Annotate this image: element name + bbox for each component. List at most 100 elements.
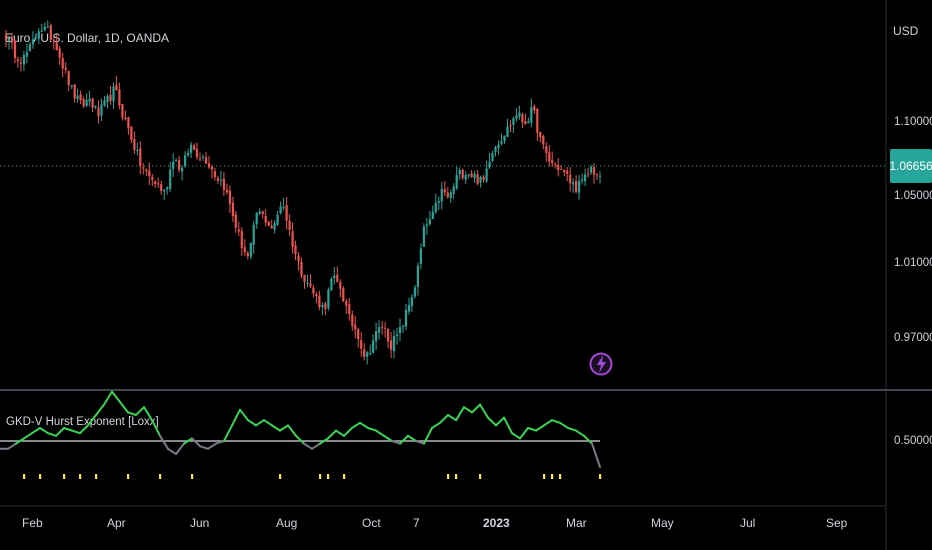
candle <box>190 141 193 159</box>
indicator-segment <box>311 442 321 450</box>
indicator-segment <box>255 419 265 427</box>
candle <box>324 301 327 316</box>
candle <box>216 175 219 184</box>
candle <box>246 250 249 260</box>
candle <box>52 37 55 50</box>
candle <box>172 153 175 177</box>
candle <box>476 170 479 186</box>
candle <box>240 227 243 257</box>
candle <box>46 20 49 28</box>
indicator-segment <box>359 421 369 429</box>
candle <box>554 162 557 169</box>
indicator-segment <box>343 427 353 437</box>
candle <box>372 334 375 354</box>
indicator-segment <box>39 427 49 435</box>
candle <box>560 165 563 170</box>
candle <box>70 85 73 89</box>
indicator-segment <box>551 419 561 424</box>
indicator-segment <box>383 434 393 442</box>
candle <box>234 211 237 233</box>
candle <box>282 197 285 211</box>
indicator-segment <box>479 403 489 419</box>
candle <box>413 285 416 299</box>
indicator-segment <box>431 421 441 429</box>
candle <box>509 120 512 133</box>
indicator-label: GKD-V Hurst Exponent [Loxx] <box>6 416 159 428</box>
candle <box>279 201 282 215</box>
indicator-segment <box>519 427 529 440</box>
candle <box>273 220 276 234</box>
candle <box>595 173 599 180</box>
candle <box>228 185 231 213</box>
candle <box>198 152 202 162</box>
candle <box>491 150 494 163</box>
candle <box>449 189 452 203</box>
candle <box>261 210 264 219</box>
candle <box>592 163 596 184</box>
indicator-segment <box>191 437 201 448</box>
indicator-segment <box>271 424 281 432</box>
indicator-segment <box>495 416 505 427</box>
candle <box>61 52 64 78</box>
candle <box>366 350 369 365</box>
candle <box>575 175 578 194</box>
candle <box>237 221 240 236</box>
candle <box>407 297 411 315</box>
indicator-segment <box>111 390 121 403</box>
candle <box>533 104 536 114</box>
candle <box>300 257 303 279</box>
candle <box>428 210 431 226</box>
candle <box>479 175 482 188</box>
candle <box>34 34 37 41</box>
candle <box>345 298 348 314</box>
indicator-segment <box>127 411 137 416</box>
signal-marker <box>455 474 458 479</box>
candle <box>452 183 455 200</box>
candle <box>494 145 497 157</box>
signal-marker <box>39 474 42 479</box>
indicator-segment <box>447 414 457 422</box>
indicator-segment <box>247 419 257 427</box>
candle <box>252 221 255 254</box>
candle <box>303 274 306 289</box>
indicator-segment <box>15 437 25 445</box>
time-tick-6: 7 <box>413 516 420 530</box>
candle <box>548 145 551 167</box>
candle <box>488 152 491 170</box>
candle <box>193 143 196 151</box>
candle <box>157 177 160 188</box>
chart-title: Euro / U.S. Dollar, 1D, OANDA <box>5 31 169 45</box>
candle <box>294 240 297 261</box>
indicator-segment <box>399 434 409 445</box>
candle <box>267 221 270 227</box>
candle <box>515 108 518 122</box>
candle <box>500 133 503 146</box>
candle <box>175 157 178 162</box>
time-tick-10: Jul <box>740 516 755 530</box>
indicator-segment <box>279 424 289 432</box>
indicator-segment <box>183 437 193 445</box>
candle <box>315 292 318 304</box>
indicator-segment <box>535 424 545 432</box>
indicator-segment <box>583 434 593 445</box>
candle <box>581 173 584 185</box>
indicator-segment <box>63 427 73 432</box>
candle <box>527 117 530 124</box>
signal-marker <box>543 474 546 479</box>
indicator-segment <box>263 419 273 427</box>
indicator-segment <box>31 427 41 435</box>
candle <box>473 170 476 183</box>
candle <box>97 100 100 124</box>
indicator-segment <box>319 437 329 445</box>
signal-marker <box>479 474 482 479</box>
candle <box>76 88 79 104</box>
signal-marker <box>599 474 602 479</box>
candle <box>100 98 103 121</box>
candle <box>121 103 124 121</box>
candle <box>506 118 509 137</box>
candle <box>434 193 437 214</box>
candle <box>392 330 396 359</box>
alert-icon[interactable] <box>589 352 613 376</box>
candle <box>587 168 590 178</box>
candle <box>106 93 109 109</box>
